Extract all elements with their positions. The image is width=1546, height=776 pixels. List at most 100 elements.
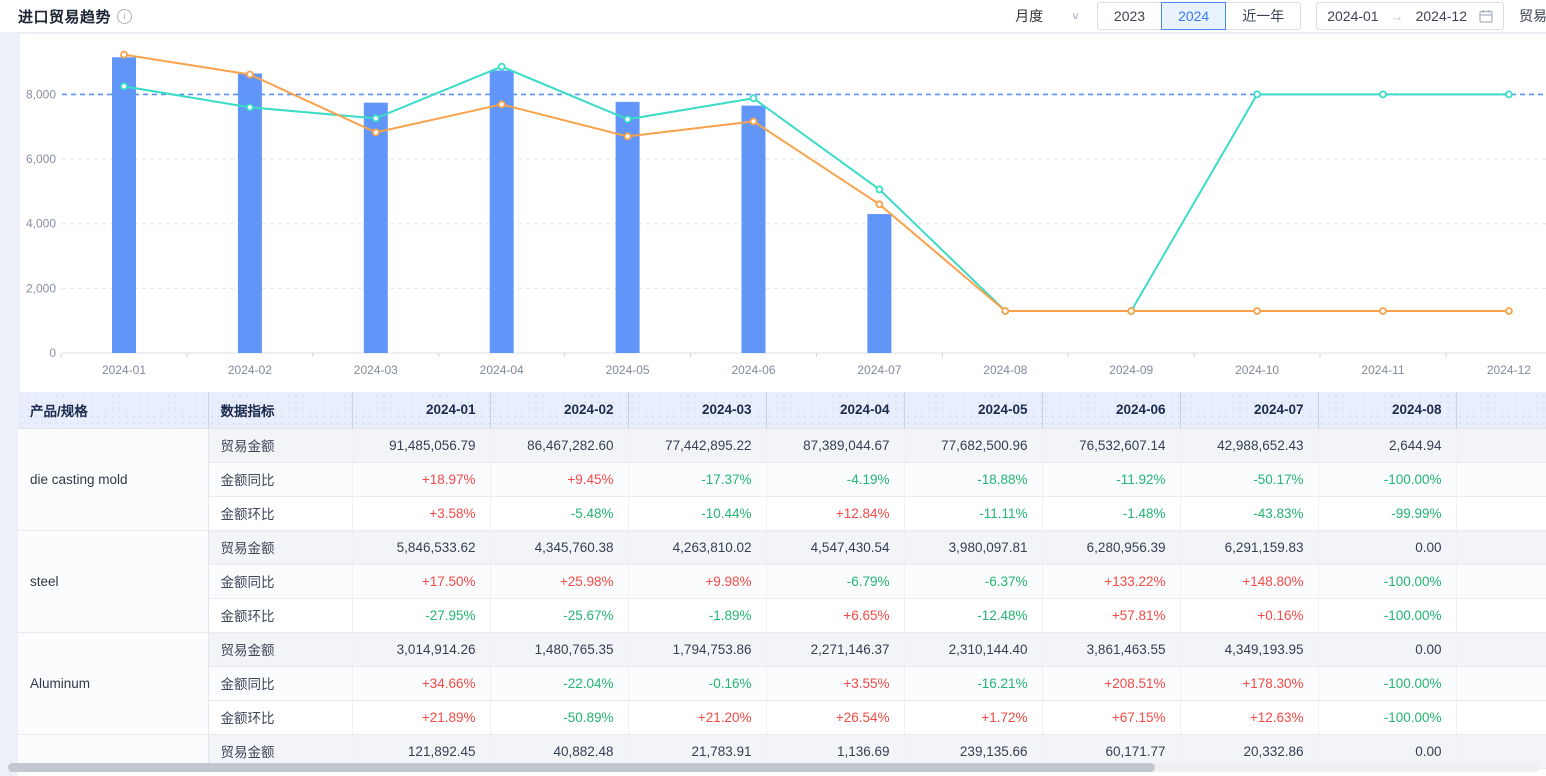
horizontal-scrollbar-track[interactable] xyxy=(8,763,1540,772)
value-cell: 4,263,810.02 xyxy=(628,530,767,565)
header-month: 2024-04 xyxy=(766,392,905,429)
value-cell: -16.21% xyxy=(904,666,1043,701)
value-cell: -11.92% xyxy=(1042,462,1181,497)
metric-cell: 金额同比 xyxy=(208,666,353,701)
line-teal-marker xyxy=(1379,90,1387,99)
product-cell xyxy=(18,734,209,769)
value-cell: +178.30% xyxy=(1180,666,1319,701)
horizontal-scrollbar-thumb[interactable] xyxy=(8,763,1155,772)
value-cell: +133.22% xyxy=(1042,564,1181,599)
year-tab-group: 2023 2024 近一年 xyxy=(1096,2,1302,30)
table-row: 贸易金额 121,892.45 40,882.48 21,783.91 1,136.69… xyxy=(18,734,1546,769)
value-cell: -25.67% xyxy=(490,598,629,633)
value-cell: +67.15% xyxy=(1042,700,1181,735)
trade-type-select-truncated[interactable]: 贸易 xyxy=(1519,8,1546,24)
value-cell: +148.80% xyxy=(1180,564,1319,599)
value-cell: -0.16% xyxy=(628,666,767,701)
value-cell: 3,014,914.26 xyxy=(352,632,491,667)
value-cell: 2,271,146.37 xyxy=(766,632,905,667)
value-cell: +21.20% xyxy=(628,700,767,735)
value-cell: -22.04% xyxy=(490,666,629,701)
y-axis-label: 8,000 xyxy=(26,87,56,101)
date-range-start[interactable]: 2024-01 xyxy=(1327,8,1379,24)
metric-cell: 金额环比 xyxy=(208,598,353,633)
value-cell: -100.00% xyxy=(1318,666,1457,701)
metric-cell: 金额同比 xyxy=(208,564,353,599)
metric-cell: 贸易金额 xyxy=(208,632,353,667)
value-cell: 2,310,144.40 xyxy=(904,632,1043,667)
header-filler xyxy=(1456,392,1546,429)
value-cell: +3.58% xyxy=(352,496,491,531)
value-cell: +6.65% xyxy=(766,598,905,633)
value-cell: +21.89% xyxy=(352,700,491,735)
trend-chart-canvas[interactable]: 0 2,000 4,000 6,000 8,000 2024-01 2024-02 2024-… xyxy=(20,34,1546,392)
line-orange-marker xyxy=(1001,307,1010,315)
line-orange-marker xyxy=(875,200,884,209)
calendar-icon[interactable] xyxy=(1479,9,1493,23)
x-axis-label: 2024-03 xyxy=(354,363,398,377)
line-orange-marker xyxy=(1505,307,1513,315)
line-teal xyxy=(123,65,1509,312)
line-orange-marker xyxy=(623,132,632,141)
x-axis-label: 2024-02 xyxy=(228,363,272,377)
value-cell: -1.48% xyxy=(1042,496,1181,531)
tab-2023[interactable]: 2023 xyxy=(1096,2,1163,30)
value-cell: -12.48% xyxy=(904,598,1043,633)
line-teal-marker xyxy=(1253,90,1261,99)
value-cell: +57.81% xyxy=(1042,598,1181,633)
page-title: 进口贸易趋势 xyxy=(18,8,112,26)
toolbar-controls: 月度 ∨ 2023 2024 近一年 2024-01 → 2024-12 贸易 xyxy=(1015,2,1546,30)
value-cell: 6,291,159.83 xyxy=(1180,530,1319,565)
table-row: Aluminum 贸易金额 3,014,914.26 1,480,765.35 1,79… xyxy=(18,632,1546,735)
value-cell: 60,171.77 xyxy=(1042,734,1181,769)
value-cell: 20,332.86 xyxy=(1180,734,1319,769)
value-cell: +9.98% xyxy=(628,564,767,599)
value-cell: -4.19% xyxy=(766,462,905,497)
value-cell: +12.63% xyxy=(1180,700,1319,735)
filler-cell xyxy=(1456,632,1546,667)
info-icon[interactable]: i xyxy=(117,8,133,24)
filler-cell xyxy=(1456,700,1546,735)
value-cell: -18.88% xyxy=(904,462,1043,497)
header-month: 2024-02 xyxy=(490,392,629,429)
date-range-picker[interactable]: 2024-01 → 2024-12 xyxy=(1316,2,1504,30)
line-teal-marker xyxy=(497,62,506,71)
metric-cell: 贸易金额 xyxy=(208,530,353,565)
header-month: 2024-03 xyxy=(628,392,767,429)
tab-last-year[interactable]: 近一年 xyxy=(1225,2,1302,30)
value-cell: 77,682,500.96 xyxy=(904,428,1043,463)
x-axis-label: 2024-07 xyxy=(857,363,901,377)
product-cell: die casting mold xyxy=(18,428,209,531)
header-month: 2024-01 xyxy=(352,392,491,429)
line-teal-marker xyxy=(371,114,380,123)
trade-data-table-wrap: 产品/规格 数据指标 2024-01 2024-02 2024-03 2024-04 202… xyxy=(18,392,1546,776)
value-cell: -100.00% xyxy=(1318,564,1457,599)
bar-2024-01 xyxy=(112,57,136,353)
value-cell: 0.00 xyxy=(1318,530,1457,565)
tab-2024[interactable]: 2024 xyxy=(1161,2,1227,30)
value-cell: 40,882.48 xyxy=(490,734,629,769)
value-cell: 4,547,430.54 xyxy=(766,530,905,565)
value-cell: -100.00% xyxy=(1318,598,1457,633)
value-cell: +208.51% xyxy=(1042,666,1181,701)
filler-cell xyxy=(1456,734,1546,769)
value-cell: 4,349,193.95 xyxy=(1180,632,1319,667)
value-cell: -10.44% xyxy=(628,496,767,531)
trend-chart[interactable]: 0 2,000 4,000 6,000 8,000 2024-01 2024-02 2024-… xyxy=(20,34,1546,392)
value-cell: -50.17% xyxy=(1180,462,1319,497)
value-cell: +25.98% xyxy=(490,564,629,599)
bar-2024-04 xyxy=(489,70,514,353)
line-orange-marker xyxy=(120,50,128,59)
x-axis-label: 2024-06 xyxy=(731,363,775,377)
granularity-select[interactable]: 月度 ∨ xyxy=(1015,6,1082,26)
date-range-end[interactable]: 2024-12 xyxy=(1415,8,1467,24)
value-cell: 2,644.94 xyxy=(1318,428,1457,463)
value-cell: -43.83% xyxy=(1180,496,1319,531)
table-row: 金额同比 +17.50% +25.98% +9.98% -6.79% -6.37% +133… xyxy=(18,564,1546,599)
value-cell: 76,532,607.14 xyxy=(1042,428,1181,463)
value-cell: +9.45% xyxy=(490,462,629,497)
line-orange-marker xyxy=(1127,307,1136,315)
value-cell: +1.72% xyxy=(904,700,1043,735)
value-cell: 6,280,956.39 xyxy=(1042,530,1181,565)
metric-cell: 贸易金额 xyxy=(208,428,353,463)
